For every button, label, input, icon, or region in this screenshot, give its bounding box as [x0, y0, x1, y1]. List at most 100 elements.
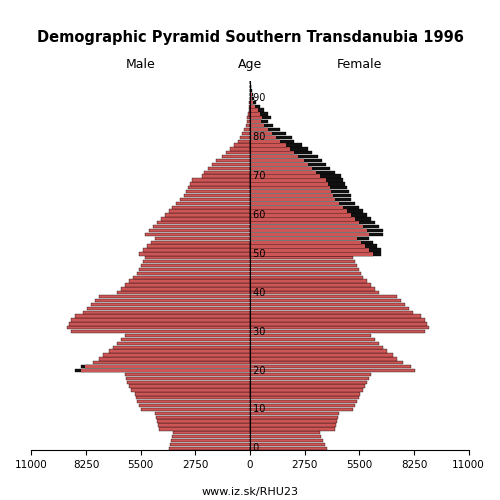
Bar [250, 132, 286, 135]
Bar [117, 342, 250, 345]
Bar [250, 198, 352, 201]
Bar [172, 435, 250, 438]
Text: 20: 20 [250, 366, 266, 376]
Bar [250, 236, 358, 240]
Bar [250, 116, 272, 119]
Bar [125, 373, 250, 376]
Bar [250, 178, 344, 182]
Bar [250, 236, 358, 240]
Bar [250, 100, 254, 104]
Text: www.iz.sk/RHU23: www.iz.sk/RHU23 [202, 487, 298, 497]
Bar [250, 218, 356, 220]
Bar [81, 365, 250, 368]
Bar [250, 178, 326, 182]
Text: 70: 70 [250, 171, 266, 181]
Bar [250, 148, 290, 150]
Bar [250, 400, 358, 404]
Bar [250, 116, 262, 119]
Bar [250, 190, 350, 194]
Bar [250, 369, 415, 372]
Bar [136, 400, 250, 404]
Bar [202, 174, 250, 178]
Bar [250, 256, 354, 260]
Bar [113, 346, 250, 349]
Bar [250, 136, 276, 139]
Bar [250, 214, 368, 216]
Bar [99, 295, 250, 298]
Bar [250, 194, 334, 197]
Bar [83, 310, 250, 314]
Bar [158, 424, 250, 426]
Bar [156, 416, 250, 419]
Bar [250, 85, 251, 88]
Bar [250, 384, 366, 388]
Bar [250, 108, 264, 112]
Bar [250, 396, 360, 400]
Bar [146, 244, 250, 248]
Bar [140, 408, 250, 411]
Bar [250, 112, 260, 116]
Bar [190, 182, 250, 186]
Bar [154, 412, 250, 415]
Bar [250, 291, 379, 294]
Bar [250, 166, 312, 170]
Bar [250, 93, 252, 96]
Bar [75, 314, 250, 318]
Bar [250, 408, 354, 411]
Bar [250, 233, 369, 236]
Bar [250, 128, 268, 131]
Bar [247, 120, 250, 124]
Bar [138, 404, 250, 407]
Bar [250, 439, 322, 442]
Bar [75, 369, 250, 372]
Bar [125, 284, 250, 286]
Bar [250, 306, 409, 310]
Bar [204, 170, 250, 174]
Bar [250, 388, 364, 392]
Bar [250, 252, 381, 256]
Bar [250, 124, 273, 128]
Bar [250, 225, 379, 228]
Bar [250, 100, 256, 104]
Bar [250, 221, 360, 224]
Bar [150, 240, 250, 244]
Bar [250, 218, 356, 220]
Bar [250, 240, 373, 244]
Bar [164, 214, 250, 216]
Bar [250, 136, 292, 139]
Bar [250, 310, 413, 314]
Bar [250, 210, 348, 213]
Bar [250, 186, 348, 190]
Bar [121, 288, 250, 290]
Bar [144, 233, 250, 236]
Text: 60: 60 [250, 210, 266, 220]
Bar [250, 350, 387, 353]
Bar [250, 361, 403, 364]
Bar [250, 229, 383, 232]
Bar [250, 202, 340, 205]
Bar [250, 178, 326, 182]
Bar [140, 264, 250, 267]
Bar [250, 89, 251, 92]
Bar [250, 210, 364, 213]
Bar [156, 221, 250, 224]
Bar [250, 214, 352, 216]
Bar [250, 140, 280, 143]
Bar [250, 365, 411, 368]
Bar [250, 182, 328, 186]
Bar [250, 194, 334, 197]
Bar [250, 96, 254, 100]
Bar [250, 264, 358, 267]
Bar [250, 93, 253, 96]
Bar [250, 412, 340, 415]
Bar [250, 218, 371, 220]
Bar [250, 236, 369, 240]
Bar [250, 89, 252, 92]
Bar [250, 190, 332, 194]
Bar [250, 120, 261, 124]
Bar [248, 108, 250, 112]
Bar [136, 396, 250, 400]
Bar [129, 280, 250, 283]
Bar [250, 225, 364, 228]
Bar [250, 174, 342, 178]
